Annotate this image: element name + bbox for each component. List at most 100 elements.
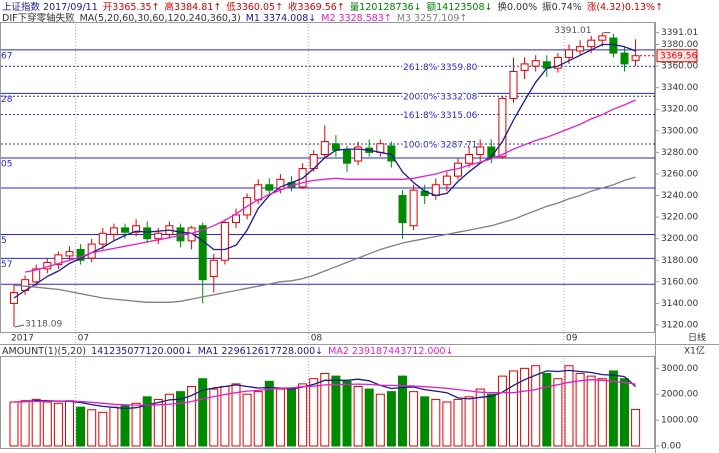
candle-body	[98, 232, 107, 245]
volume-bar	[398, 375, 407, 447]
volume-bar	[475, 388, 485, 447]
volume-bar	[198, 378, 208, 447]
quote-item: 振0.74%	[542, 2, 582, 13]
volume-frame	[0, 356, 655, 449]
legend-entry: MA2 239187443712.000↓	[328, 346, 454, 357]
volume-bar	[87, 409, 97, 447]
volume-bar	[142, 396, 152, 447]
quote-item: 低3360.05↑	[226, 2, 284, 13]
volume-bar	[275, 388, 285, 447]
candle-body	[520, 63, 529, 71]
quote-item: 涨(4.32)0.13%↑	[586, 2, 664, 13]
y-tick-label: 3160.00	[661, 277, 698, 287]
price-frame	[0, 22, 655, 333]
ma-line	[13, 176, 636, 303]
volume-bar	[187, 385, 197, 447]
ma-line	[13, 43, 636, 299]
volume-bar	[542, 373, 552, 447]
candle-body	[576, 46, 585, 52]
volume-bar	[409, 391, 419, 447]
ma-line	[24, 99, 636, 273]
min-pointer	[14, 324, 25, 328]
volume-bar	[98, 411, 108, 447]
volume-bar	[486, 393, 496, 447]
volume-bar	[364, 388, 374, 447]
candle-body	[531, 60, 540, 67]
volume-bar	[342, 380, 352, 447]
candle-body	[631, 55, 640, 61]
y-tick-label: 3320.00	[661, 105, 698, 115]
volume-bar	[620, 378, 629, 447]
y-tick-label: 1000.00	[661, 416, 698, 426]
volume-bar	[231, 383, 241, 447]
volume-bar	[298, 383, 308, 447]
volume-bar	[331, 375, 341, 447]
level-label: 67	[1, 51, 12, 61]
fib-label: 200.0% 3332.08	[403, 93, 478, 103]
volume-bar	[431, 398, 441, 447]
legend-entry: M2 3328.583↑	[321, 13, 392, 24]
y-tick-label: 2000.00	[661, 390, 698, 400]
volume-bar	[31, 398, 41, 447]
candle-body	[198, 225, 207, 281]
x-tick-label: 2017	[11, 334, 34, 344]
y-tick-label: 3140.00	[661, 299, 698, 309]
legend-entry: MA1 229612617728.000↓	[197, 346, 324, 357]
volume-bar	[65, 400, 74, 447]
candle-body	[565, 49, 573, 58]
level-label: 57	[1, 260, 12, 270]
volume-bar	[76, 406, 86, 447]
period-label: 日线	[688, 332, 706, 344]
level-label: 05	[1, 159, 12, 169]
candle-body	[109, 227, 118, 235]
volume-bar	[597, 378, 607, 447]
volume-bar	[553, 378, 563, 447]
candle-body	[54, 254, 63, 266]
candle-body	[209, 259, 218, 277]
candle-body	[76, 248, 85, 261]
x-tick-label: 07	[78, 334, 89, 344]
quote-item: 额14123508↓	[426, 2, 493, 13]
volume-bar	[453, 398, 463, 447]
quote-item: 收3369.56↑	[288, 2, 345, 13]
volume-bar	[253, 391, 263, 447]
title: 上证指数 2017/09/11	[2, 2, 98, 13]
volume-bar	[320, 373, 330, 447]
level-label: 28	[1, 95, 13, 105]
y-tick-label: 3280.00	[661, 148, 698, 158]
volume-bar: AMOUNT(1)(5,20) 141235077120.000↓ MA1 229…	[2, 346, 454, 357]
volume-bar	[153, 398, 163, 447]
volume-title: AMOUNT(1)(5,20)	[2, 346, 87, 357]
y-tick-label: 3300.00	[661, 126, 698, 136]
quote-item: 量120128736↓	[349, 2, 422, 13]
indicator-bar: DIF下穿零轴失败 MA(5,20,60,30,60,120,240,360,3)…	[2, 13, 467, 24]
quote-bar: 上证指数 2017/09/11 开3365.35↑ 高3384.81↑ 低3360.…	[2, 2, 663, 13]
candle-body	[143, 227, 152, 240]
candle-body	[509, 70, 518, 99]
volume-bar	[386, 391, 396, 447]
y-tick-label: 3220.00	[661, 213, 698, 223]
candle-body	[553, 56, 562, 69]
x-tick-label: 08	[311, 334, 323, 344]
volume-bar	[53, 402, 63, 447]
volume-bar	[9, 401, 19, 447]
y-tick-label: 3360.00	[661, 62, 698, 72]
volume-unit: X1亿	[684, 345, 705, 357]
quote-item: 高3384.81↑	[164, 2, 222, 13]
y-tick-label: 3340.00	[661, 83, 698, 93]
volume-bar	[120, 405, 130, 447]
candle-body	[276, 178, 285, 190]
y-tick-label: 3260.00	[661, 169, 698, 179]
candle-body	[320, 141, 329, 156]
volume-bar	[520, 367, 530, 447]
volume-bar	[586, 375, 596, 447]
candle-body	[254, 184, 263, 201]
fib-label: 261.8% 3359.80	[403, 63, 478, 73]
volume-bar	[631, 408, 641, 447]
volume-bar	[242, 393, 252, 447]
candle-body	[232, 214, 240, 224]
candle-body	[121, 227, 129, 233]
volume-bar	[564, 365, 574, 447]
